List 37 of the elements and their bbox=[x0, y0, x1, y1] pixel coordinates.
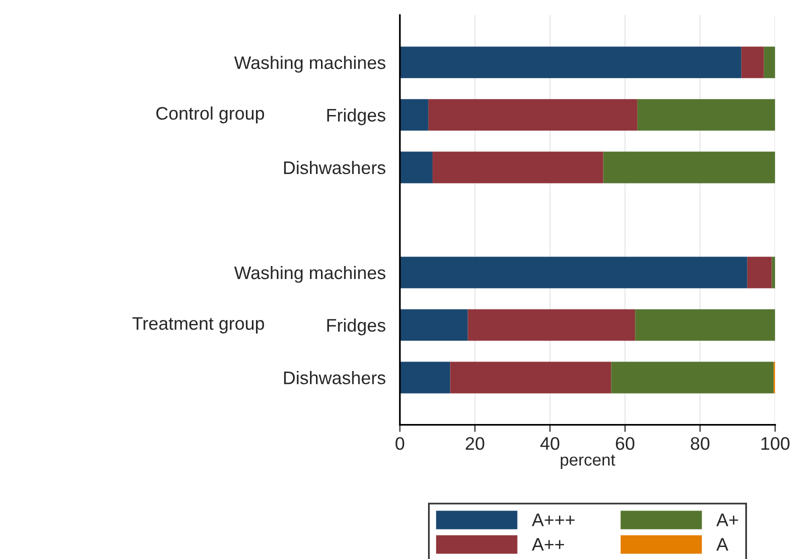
x-tick-label: 0 bbox=[396, 437, 404, 450]
bar bbox=[747, 256, 772, 288]
bar bbox=[450, 362, 612, 394]
bar bbox=[764, 46, 776, 78]
y-tick-label: Washing machines bbox=[234, 56, 386, 73]
bar bbox=[637, 99, 776, 131]
y-tick-label: Dishwashers bbox=[284, 160, 386, 174]
x-tick-label: 100 bbox=[761, 437, 790, 450]
bar bbox=[741, 46, 764, 78]
bar bbox=[468, 309, 636, 341]
bar bbox=[400, 152, 433, 184]
legend-label: A bbox=[716, 538, 728, 551]
bar bbox=[635, 309, 776, 341]
legend-label: A+++ bbox=[532, 514, 575, 526]
bar bbox=[432, 152, 604, 184]
x-tick-label: 40 bbox=[540, 437, 560, 450]
bar bbox=[603, 152, 776, 184]
bar bbox=[611, 362, 774, 394]
bar bbox=[400, 256, 748, 288]
x-tick-label: 60 bbox=[616, 437, 634, 450]
y-tick-label: Washing machines bbox=[234, 266, 386, 283]
text: Control group bbox=[156, 106, 264, 124]
legend-label: A+ bbox=[716, 514, 738, 526]
x-axis-title: percent bbox=[560, 454, 616, 470]
x-tick-label: 20 bbox=[466, 437, 484, 450]
bar bbox=[772, 256, 776, 288]
bar bbox=[400, 46, 742, 78]
bar bbox=[400, 99, 428, 131]
y-tick-label: Fridges bbox=[327, 108, 386, 126]
bar bbox=[400, 309, 468, 341]
legend-label: A++ bbox=[532, 538, 564, 551]
y-tick-label: Fridges bbox=[327, 318, 386, 336]
bar bbox=[400, 362, 450, 394]
x-tick-label: 80 bbox=[690, 437, 710, 450]
bar bbox=[428, 99, 638, 131]
text: Treatment group bbox=[132, 317, 264, 334]
y-tick-label: Dishwashers bbox=[284, 371, 386, 384]
